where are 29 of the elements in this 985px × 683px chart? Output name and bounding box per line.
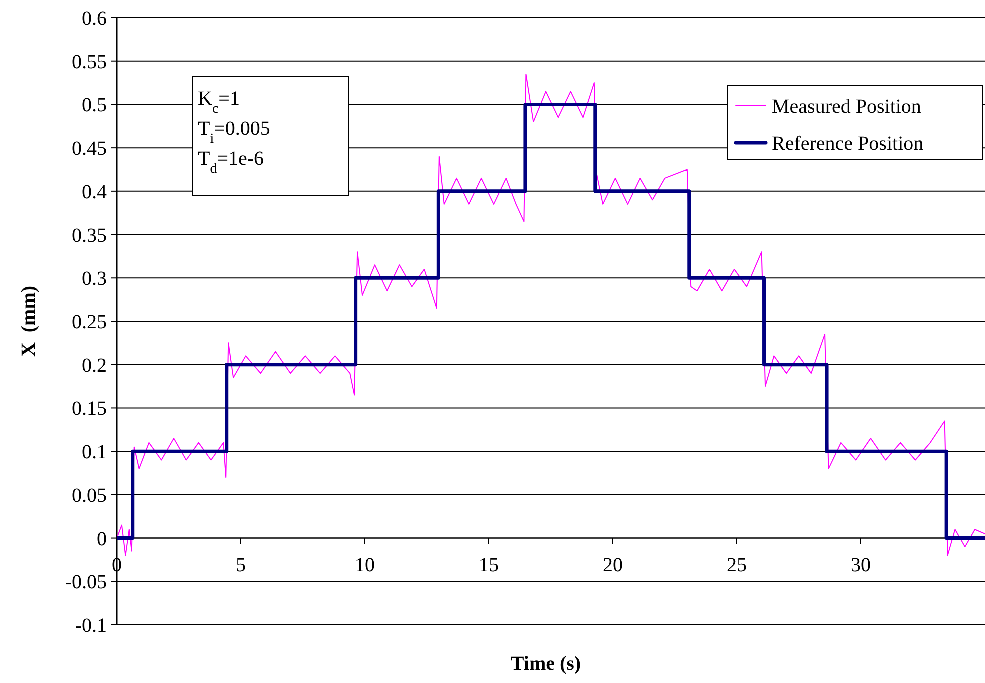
annotation: T$_{d}$=1e-6 [198, 148, 264, 176]
x-tick-label: 15 [479, 554, 499, 576]
y-tick-label: 0.2 [82, 354, 107, 377]
y-tick-label: 0 [97, 528, 107, 550]
y-tick-label: -0.1 [75, 615, 107, 637]
annotation: T$_{i}$=0.005 [198, 118, 270, 146]
y-tick-label: 0.55 [72, 51, 107, 74]
x-tick-label: 30 [851, 554, 871, 576]
annotation: K$_{c}$=1 [198, 88, 240, 116]
y-axis-title: X (mm) [18, 286, 40, 358]
legend-label: Reference Position [772, 133, 924, 155]
x-axis-title: Time (s) [510, 653, 582, 675]
note-box: K$_{c}$=1 T$_{i}$=0.005 T$_{d}$=1e-6 [192, 76, 350, 196]
y-tick-label: 0.1 [82, 442, 107, 464]
y-tick-label: 0.25 [72, 312, 107, 334]
y-tick-label: -0.05 [65, 572, 107, 594]
y-tick-label: 0.15 [72, 398, 107, 420]
y-tick-label: 0.45 [72, 138, 107, 160]
x-tick-label: 25 [727, 554, 747, 576]
y-tick-label: 0.35 [72, 224, 107, 247]
y-tick-label: 0.3 [82, 268, 107, 290]
x-tick-label: 10 [355, 554, 375, 576]
y-tick-label: 0.6 [82, 8, 107, 30]
y-tick-label: 0.5 [82, 94, 107, 117]
y-tick-label: 0.4 [82, 181, 107, 204]
x-tick-label: 5 [236, 554, 246, 576]
y-tick-label: 0.05 [72, 484, 107, 507]
x-tick-label: 20 [603, 554, 623, 576]
legend-label: Measured Position [772, 96, 922, 118]
